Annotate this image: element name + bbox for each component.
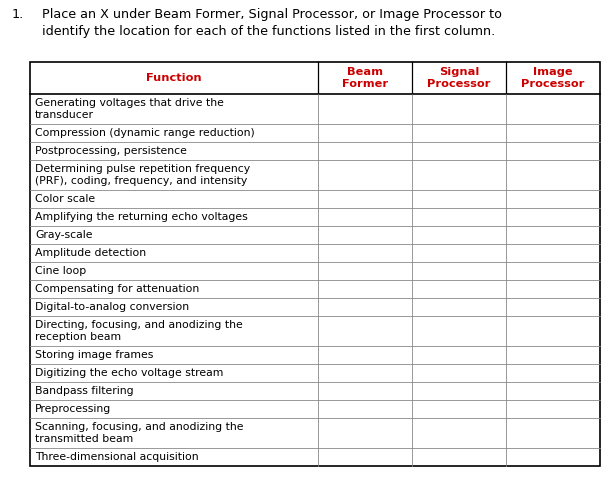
Text: Determining pulse repetition frequency
(PRF), coding, frequency, and intensity: Determining pulse repetition frequency (… (35, 164, 250, 186)
Text: Digitizing the echo voltage stream: Digitizing the echo voltage stream (35, 368, 223, 378)
Text: Scanning, focusing, and anodizing the
transmitted beam: Scanning, focusing, and anodizing the tr… (35, 422, 244, 444)
Text: Signal
Processor: Signal Processor (427, 67, 491, 89)
Text: Function: Function (146, 73, 202, 83)
Text: Color scale: Color scale (35, 194, 95, 204)
Text: Directing, focusing, and anodizing the
reception beam: Directing, focusing, and anodizing the r… (35, 320, 243, 342)
Text: Beam
Former: Beam Former (342, 67, 388, 89)
Text: Three-dimensional acquisition: Three-dimensional acquisition (35, 452, 199, 462)
Text: Amplifying the returning echo voltages: Amplifying the returning echo voltages (35, 212, 248, 222)
Bar (30, 62, 600, 466)
Text: Compression (dynamic range reduction): Compression (dynamic range reduction) (35, 128, 255, 138)
Text: 1.: 1. (12, 8, 24, 21)
Text: Preprocessing: Preprocessing (35, 404, 111, 414)
Text: Place an X under Beam Former, Signal Processor, or Image Processor to
identify t: Place an X under Beam Former, Signal Pro… (42, 8, 502, 38)
Text: Digital-to-analog conversion: Digital-to-analog conversion (35, 302, 189, 312)
Text: Amplitude detection: Amplitude detection (35, 248, 146, 258)
Text: Compensating for attenuation: Compensating for attenuation (35, 284, 200, 294)
Text: Postprocessing, persistence: Postprocessing, persistence (35, 146, 187, 156)
Text: Storing image frames: Storing image frames (35, 350, 154, 360)
Text: Cine loop: Cine loop (35, 266, 86, 276)
Text: Bandpass filtering: Bandpass filtering (35, 386, 133, 396)
Text: Generating voltages that drive the
transducer: Generating voltages that drive the trans… (35, 98, 224, 120)
Text: Image
Processor: Image Processor (521, 67, 584, 89)
Text: Gray-scale: Gray-scale (35, 230, 92, 240)
